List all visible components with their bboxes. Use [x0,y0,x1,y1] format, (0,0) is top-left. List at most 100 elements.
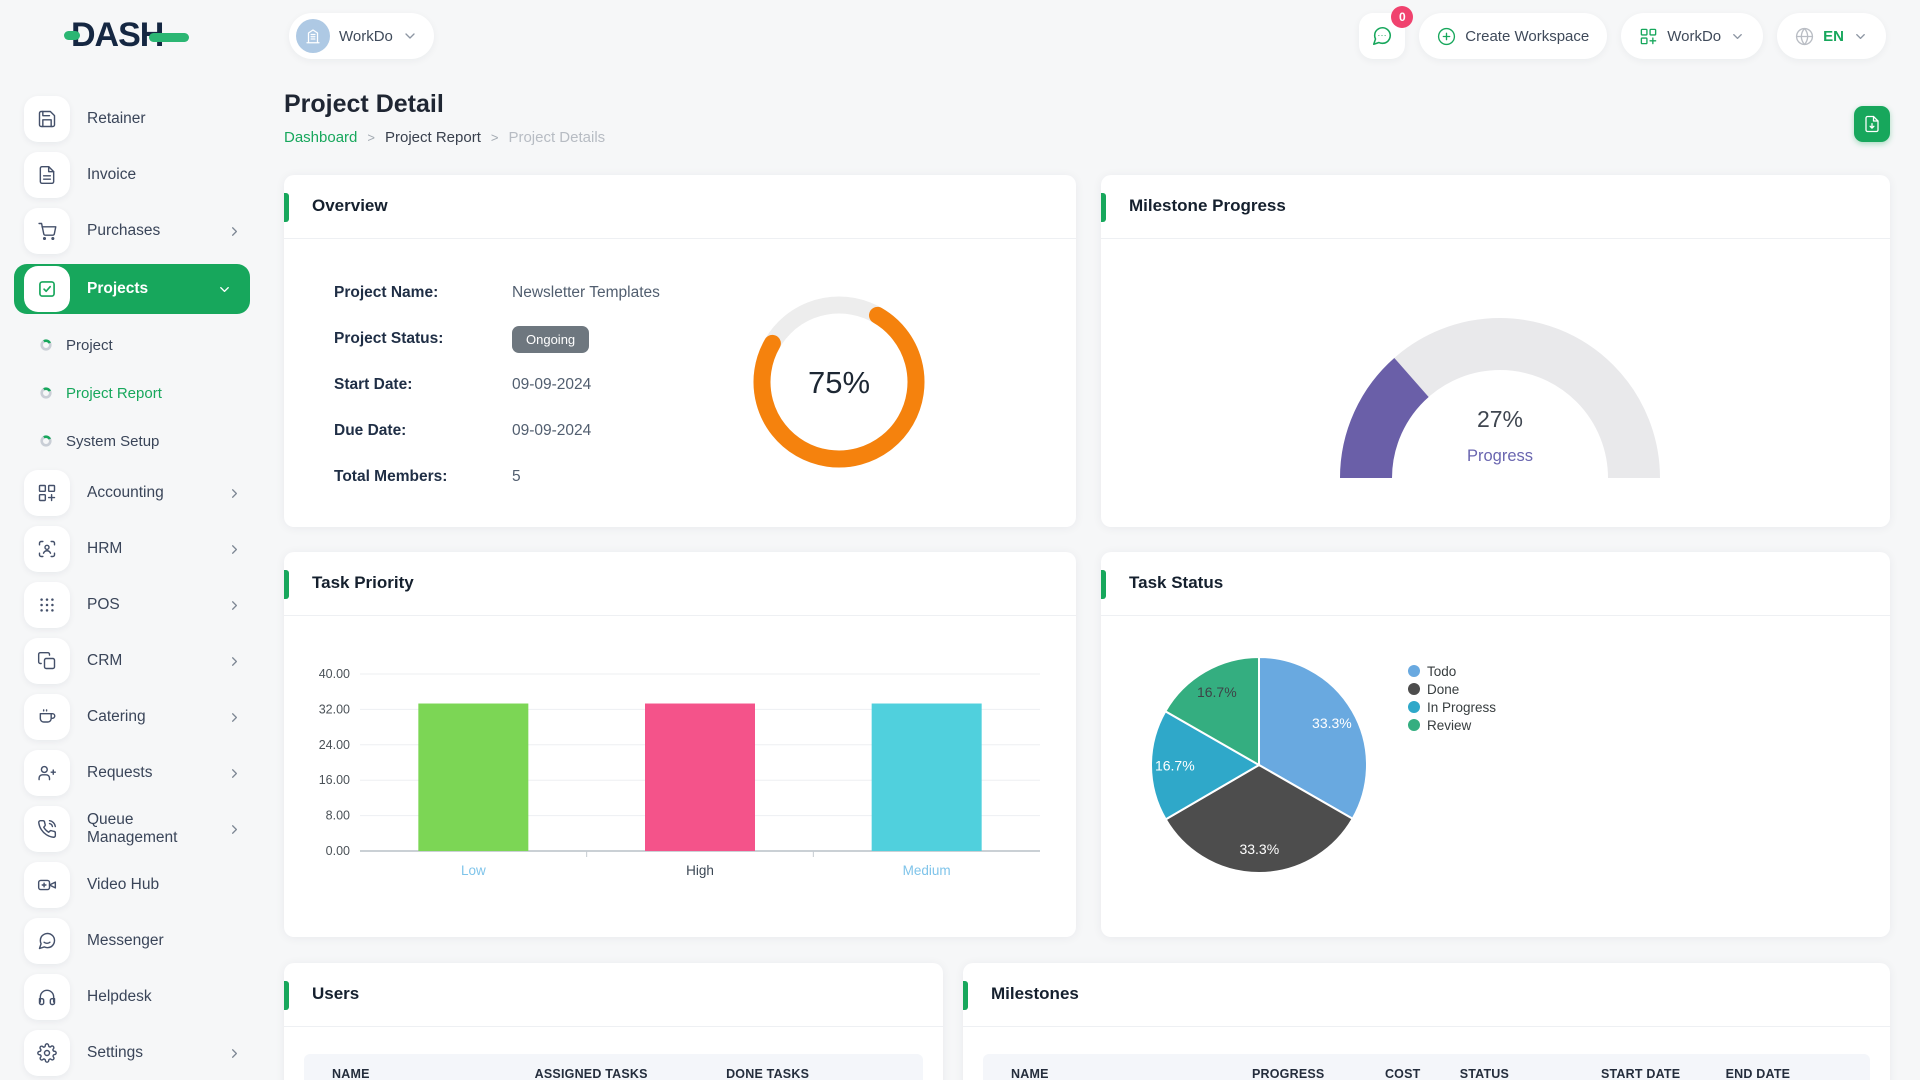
y-tick-label: 40.00 [319,667,350,681]
messages-button[interactable]: 0 [1359,6,1414,59]
x-category-label: Low [461,863,486,878]
projects-icon [24,266,70,312]
breadcrumb-project-report[interactable]: Project Report [384,129,481,146]
video-hub-icon [24,862,70,908]
sidebar: Retainer Invoice Purchases Projects [0,72,260,1080]
field-label: Project Status: [334,330,444,347]
column-header-end-date: END DATE [1725,1067,1791,1080]
sidebar-item-hrm[interactable]: HRM [24,526,246,572]
sidebar-item-label: Video Hub [87,876,160,893]
chevron-down-icon [1853,29,1868,44]
gauge-value-text: 27% [1477,406,1523,432]
legend-label: In Progress [1427,699,1497,715]
workdo-menu-label: WorkDo [1667,27,1722,45]
legend-label: Done [1427,681,1460,697]
sidebar-item-crm[interactable]: CRM [24,638,246,684]
y-tick-label: 0.00 [326,844,350,858]
breadcrumb-dashboard[interactable]: Dashboard [284,129,358,146]
helpdesk-icon [24,974,70,1020]
pie-slice-label: 16.7% [1197,684,1237,700]
sidebar-item-projects[interactable]: Projects [14,264,250,314]
milestones-card-title: Milestones [991,984,1079,1003]
sidebar-item-requests[interactable]: Requests [24,750,246,796]
field-value: Newsletter Templates [512,284,660,301]
accounting-icon [24,470,70,516]
column-header-name: NAME [332,1067,370,1080]
milestones-table-header: NAME PROGRESS COST STATUS START DATE END… [983,1054,1870,1080]
task-priority-card-title: Task Priority [312,573,414,592]
bar-low [418,703,529,851]
sidebar-item-label: POS [87,596,120,613]
workspace-switcher[interactable]: WorkDo [289,13,434,59]
legend-dot [1408,683,1420,695]
sidebar-item-label: CRM [87,652,123,669]
queue-management-icon [24,806,70,852]
legend-item-in-progress[interactable]: In Progress [1408,699,1497,715]
field-label: Start Date: [334,376,413,393]
card-accent-bar [1101,570,1106,599]
sidebar-item-purchases[interactable]: Purchases [24,208,246,254]
hrm-icon [24,526,70,572]
requests-icon [24,750,70,796]
plus-circle-icon [1438,27,1456,45]
field-value: 09-09-2024 [512,376,592,393]
chevron-right-icon [227,1046,242,1061]
pos-icon [24,582,70,628]
sidebar-item-invoice[interactable]: Invoice [24,152,246,198]
sidebar-item-catering[interactable]: Catering [24,694,246,740]
legend-label: Todo [1427,663,1457,679]
purchases-icon [24,208,70,254]
grid-plus-icon [1640,28,1657,44]
column-header-name: NAME [1011,1067,1049,1080]
pie-slice-todo [1258,655,1368,821]
pie-slice-label: 33.3% [1239,841,1279,857]
breadcrumb-current: Project Details [508,129,606,146]
legend-item-review[interactable]: Review [1408,718,1496,733]
sidebar-item-video-hub[interactable]: Video Hub [24,862,246,908]
card-accent-bar [963,981,968,1010]
users-table-header: NAME ASSIGNED TASKS DONE TASKS [304,1054,923,1080]
card-accent-bar [284,193,289,222]
sidebar-item-label: Queue Management [87,811,178,846]
sidebar-item-label: Purchases [87,222,161,239]
create-workspace-button[interactable]: Create Workspace [1419,13,1608,59]
legend-item-done[interactable]: Done [1408,681,1496,697]
retainer-icon [24,96,70,142]
sidebar-item-queue-management[interactable]: Queue Management [24,806,246,852]
brand-logo[interactable]: DASH [64,16,190,55]
y-tick-label: 24.00 [319,738,350,752]
sidebar-subitem-project-report[interactable]: Project Report [40,374,246,412]
task-priority-card-header: Task Priority [284,552,1076,616]
sidebar-item-helpdesk[interactable]: Helpdesk [24,974,246,1020]
task-status-card-title: Task Status [1129,573,1224,592]
sidebar-subitem-project[interactable]: Project [40,326,246,364]
sidebar-subitem-system-setup[interactable]: System Setup [40,422,246,460]
field-value: 09-09-2024 [512,422,592,439]
logo-accent-left [64,31,80,40]
workdo-menu-button[interactable]: WorkDo [1621,13,1764,59]
sidebar-item-retainer[interactable]: Retainer [24,96,246,142]
export-button[interactable] [1854,106,1890,142]
overview-field-project-name: Project Name: Newsletter Templates [334,277,660,309]
task-status-card: Task Status 33.3% 33.3% 16.7% 16.7% Todo Don… [1101,552,1890,937]
sidebar-item-label: Helpdesk [87,988,152,1005]
sidebar-item-messenger[interactable]: Messenger [24,918,246,964]
sidebar-item-accounting[interactable]: Accounting [24,470,246,516]
sidebar-item-settings[interactable]: Settings [24,1030,246,1076]
chevron-down-icon [1730,29,1745,44]
milestone-gauge-fill [1340,318,1660,479]
chevron-down-icon [402,28,418,44]
ring-icon [40,387,52,399]
overview-fields: Project Name: Newsletter Templates Proje… [334,277,660,507]
card-accent-bar [284,570,289,599]
language-code: EN [1823,27,1844,45]
globe-icon [1796,27,1814,45]
pie-slice-done [1164,763,1355,874]
column-header-status: STATUS [1459,1067,1510,1080]
legend-item-todo[interactable]: Todo [1408,663,1496,679]
milestone-card-header: Milestone Progress [1101,175,1890,239]
language-selector[interactable]: EN [1777,13,1886,59]
invoice-icon [24,152,70,198]
overview-field-total-members: Total Members: 5 [334,461,660,493]
sidebar-item-pos[interactable]: POS [24,582,246,628]
